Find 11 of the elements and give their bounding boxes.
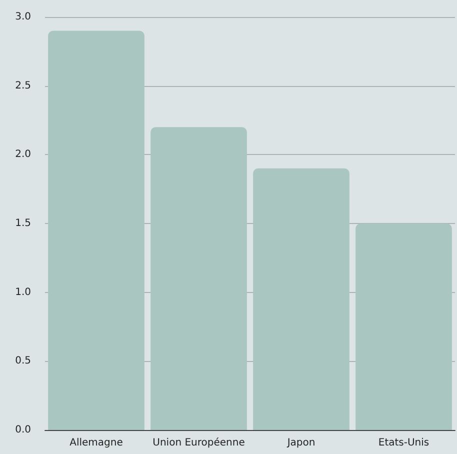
x-tick-label: Allemagne <box>70 438 123 448</box>
y-tick-label: 1.5 <box>15 218 31 229</box>
y-tick-label: 2.5 <box>15 80 31 92</box>
y-tick-label: 0.0 <box>15 424 31 436</box>
y-tick-label: 3.0 <box>15 12 31 22</box>
y-tick-label: 0.5 <box>15 356 31 367</box>
y-tick-label: 1.0 <box>15 286 31 298</box>
x-tick-label: Union Européenne <box>152 438 245 448</box>
x-tick-label: Etats-Unis <box>378 438 430 448</box>
x-tick-label: Japon <box>286 438 316 448</box>
y-tick-label: 2.0 <box>15 149 31 160</box>
